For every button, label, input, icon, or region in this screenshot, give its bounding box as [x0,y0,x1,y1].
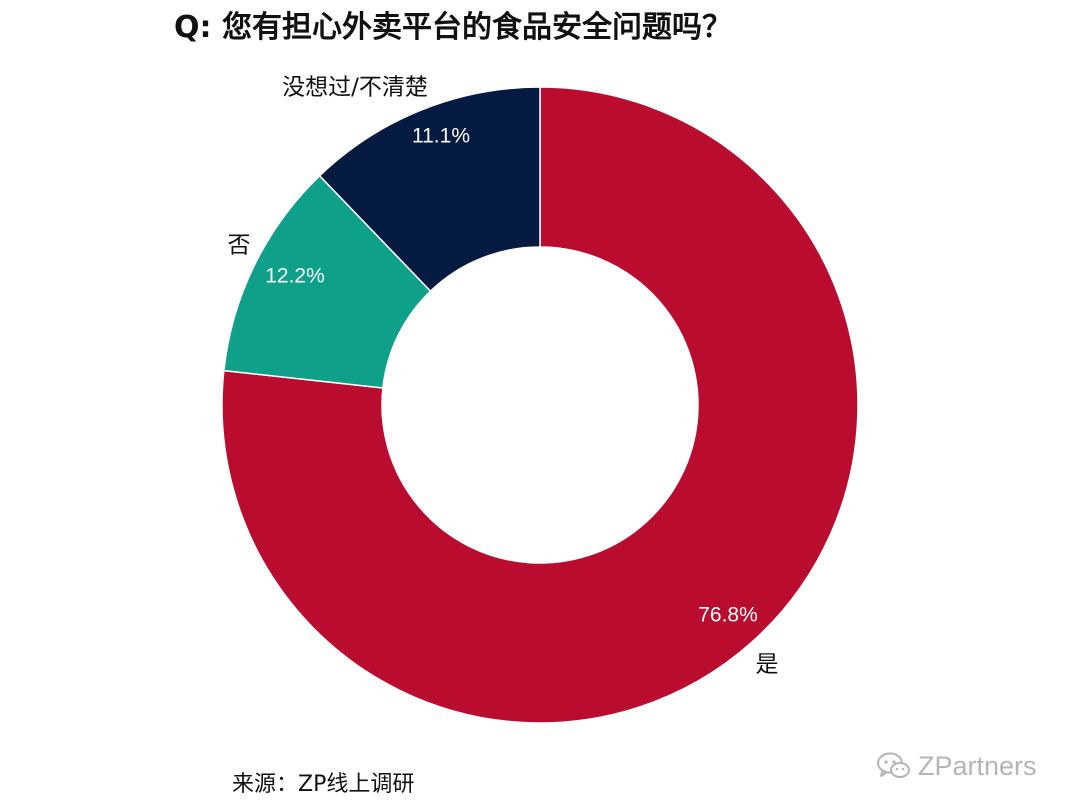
value-label-2: 12.2% [265,265,325,288]
watermark: ZPartners [876,748,1037,784]
value-label-1: 11.1% [412,125,470,148]
category-label-2: 否 [228,233,251,259]
value-label-0: 76.8% [698,604,758,627]
chart-title: Q: 您有担心外卖平台的食品安全问题吗？ [174,10,732,45]
watermark-text: ZPartners [918,750,1037,781]
donut-slice-0 [221,86,859,724]
source-note: 来源：ZP线上调研 [232,772,415,797]
category-label-0: 是 [756,652,779,678]
slices-layer [221,86,859,724]
labels-layer: 76.8% 是 11.1% 没想过/不清楚 12.2% 否 [228,75,779,678]
wechat-icon [877,752,910,778]
donut-slice-2 [318,86,541,293]
category-label-1: 没想过/不清楚 [282,75,428,101]
